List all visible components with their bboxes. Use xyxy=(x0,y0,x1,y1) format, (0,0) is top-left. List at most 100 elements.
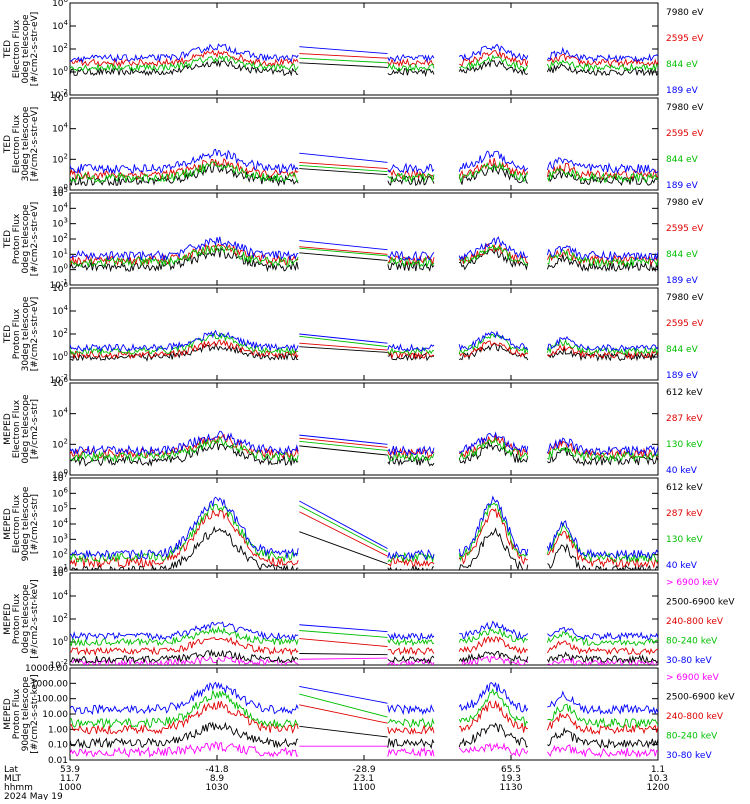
series-trace xyxy=(70,331,658,356)
gap-interp-line xyxy=(299,342,388,351)
x-tick-mlt: 23.1 xyxy=(354,774,374,784)
series-trace xyxy=(70,49,658,68)
y-tick-label: 0.01 xyxy=(48,756,68,766)
y-axis-label-line: 90deg telescope xyxy=(21,676,31,751)
y-axis-label-line: Proton Flux xyxy=(12,688,22,739)
legend-item: 40 keV xyxy=(666,466,698,476)
y-axis-label-line: MEPED xyxy=(3,698,13,730)
y-tick-label: 10-1 xyxy=(50,278,68,291)
gap-interp-line xyxy=(299,437,388,448)
legend-item: 80-240 keV xyxy=(666,637,718,647)
gap-interp-line xyxy=(299,531,388,565)
gap-interp-line xyxy=(299,725,388,738)
y-tick-label: 106 xyxy=(52,281,68,294)
tick-base: 10 xyxy=(52,235,64,245)
series-trace xyxy=(70,162,658,187)
y-tick-label: 10-2 xyxy=(50,88,68,101)
legend-item: 7980 eV xyxy=(666,293,704,303)
series-trace xyxy=(70,741,658,759)
tick-base: 10 xyxy=(50,376,62,386)
tick-base: 10 xyxy=(52,505,64,515)
tick-exponent: -2 xyxy=(61,658,68,666)
tick-exponent: 6 xyxy=(64,486,69,494)
legend-item: 844 eV xyxy=(666,155,699,165)
tick-exponent: 4 xyxy=(64,304,69,312)
y-axis-label-line: Electron Flux xyxy=(12,114,22,173)
y-axis-label-line: [#/cm2-s-str] xyxy=(30,399,40,459)
gap-interp-line xyxy=(299,653,388,656)
series-trace xyxy=(70,525,658,570)
series-trace xyxy=(70,342,658,362)
gap-interp-line xyxy=(299,246,388,255)
y-tick-label: 104 xyxy=(52,407,68,420)
y-axis-label-line: TED xyxy=(3,230,13,249)
y-axis-label-line: 0deg telescope xyxy=(21,204,31,274)
legend-item: 844 eV xyxy=(666,60,699,70)
y-tick-label: 104 xyxy=(52,304,68,317)
legend-item: 240-800 keV xyxy=(666,712,724,722)
gap-interp-line xyxy=(299,638,388,648)
gap-interp-line xyxy=(299,247,388,257)
y-axis-label-line: Electron Flux xyxy=(12,494,22,553)
tick-exponent: 2 xyxy=(64,152,68,160)
gap-interp-line xyxy=(299,346,388,353)
series-trace xyxy=(70,681,658,716)
tick-base: 10 xyxy=(52,638,64,648)
plot-area xyxy=(70,148,658,187)
tick-base: 10 xyxy=(52,204,64,214)
y-axis-label-line: 0deg telescope xyxy=(21,584,31,654)
tick-base: 10 xyxy=(52,566,64,576)
tick-exponent: 2 xyxy=(64,612,68,620)
legend-item: 30-80 keV xyxy=(666,751,712,761)
y-tick-label: 102 xyxy=(52,232,68,245)
gap-interp-line xyxy=(299,168,388,176)
y-tick-label: 102 xyxy=(52,327,68,340)
gap-interp-line xyxy=(299,434,388,445)
tick-exponent: 4 xyxy=(64,19,69,27)
tick-exponent: 4 xyxy=(64,589,69,597)
x-tick-hhmm: 1100 xyxy=(353,783,376,793)
tick-base: 10 xyxy=(52,353,64,363)
series-trace xyxy=(70,688,658,730)
plot-area xyxy=(70,236,658,273)
tick-exponent: -1 xyxy=(61,278,68,286)
x-row-label: MLT xyxy=(4,774,22,784)
tick-exponent: 4 xyxy=(64,407,69,415)
x-tick-hhmm: 1200 xyxy=(647,783,670,793)
panel-frame xyxy=(69,192,659,286)
series-trace xyxy=(70,148,658,175)
y-tick-label: 100 xyxy=(52,468,68,481)
x-tick-lat: 1.1 xyxy=(651,765,665,775)
tick-base: 10 xyxy=(50,281,62,291)
series-trace xyxy=(70,495,658,561)
y-axis-label-line: 0deg telescope xyxy=(21,14,31,84)
y-tick-label: 10.00 xyxy=(42,710,68,720)
tick-exponent: 1 xyxy=(64,563,68,571)
y-tick-label: 106 xyxy=(52,91,68,104)
series-trace xyxy=(70,648,658,665)
x-row-label: hhmm xyxy=(4,783,33,793)
tick-exponent: 2 xyxy=(64,232,68,240)
y-tick-label: 104 xyxy=(52,122,68,135)
y-tick-label: 106 xyxy=(52,376,68,389)
gap-interp-line xyxy=(299,335,388,348)
tick-base: 10 xyxy=(52,307,64,317)
gap-interp-line xyxy=(299,165,388,173)
y-tick-label: 102 xyxy=(52,548,68,561)
tick-exponent: 2 xyxy=(64,42,68,50)
y-axis-label-line: 0deg telescope xyxy=(21,394,31,464)
panel-frame xyxy=(69,382,659,476)
y-axis-label-line: TED xyxy=(3,135,13,154)
tick-base: 10 xyxy=(52,155,64,165)
series-trace xyxy=(70,58,658,78)
tick-base: 10 xyxy=(52,379,64,389)
y-tick-label: 10-2 xyxy=(50,373,68,386)
tick-base: 10 xyxy=(52,471,64,481)
series-trace xyxy=(70,620,658,642)
tick-exponent: 2 xyxy=(64,437,68,445)
